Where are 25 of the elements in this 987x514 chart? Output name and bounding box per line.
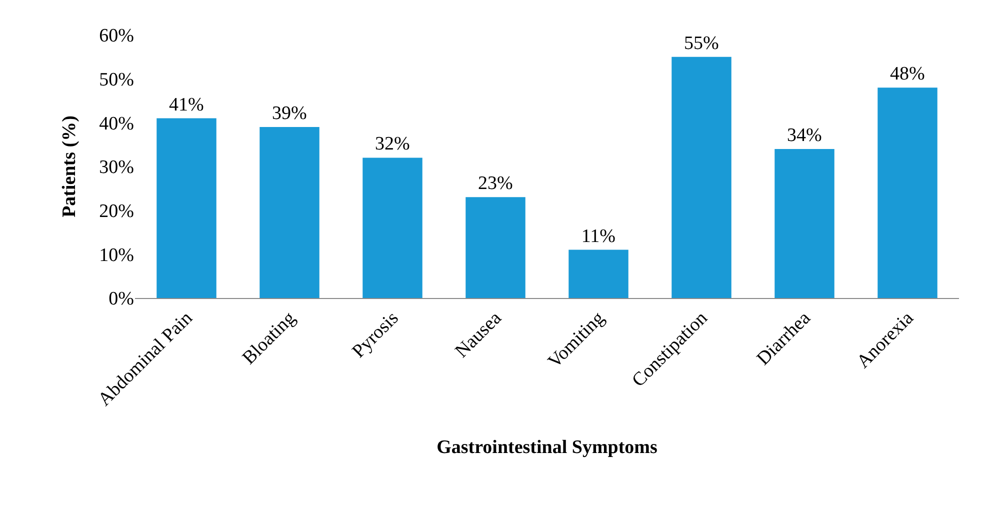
bar — [878, 88, 938, 298]
bar — [568, 250, 628, 298]
y-tick-label: 20% — [99, 200, 134, 222]
bar — [260, 127, 320, 298]
data-label: 55% — [684, 32, 719, 54]
data-label: 32% — [375, 134, 410, 155]
bar — [672, 56, 732, 298]
bar — [362, 158, 422, 298]
data-label: 41% — [169, 94, 204, 116]
y-axis-title: Patients (%) — [59, 116, 80, 218]
bar — [774, 148, 834, 298]
x-axis-title: Gastrointestinal Symptoms — [436, 437, 658, 458]
data-label: 11% — [581, 226, 616, 247]
y-tick-label: 0% — [108, 288, 134, 310]
data-label: 39% — [272, 103, 307, 124]
data-label: 23% — [478, 173, 513, 194]
bar — [466, 197, 526, 298]
y-tick-label: 50% — [99, 69, 134, 90]
data-label: 34% — [787, 124, 822, 146]
y-tick-label: 60% — [99, 26, 134, 47]
y-tick-label: 30% — [99, 157, 134, 178]
y-tick-label: 10% — [99, 244, 134, 266]
y-tick-label: 40% — [99, 113, 134, 134]
data-label: 48% — [890, 64, 925, 85]
bar — [156, 118, 216, 298]
